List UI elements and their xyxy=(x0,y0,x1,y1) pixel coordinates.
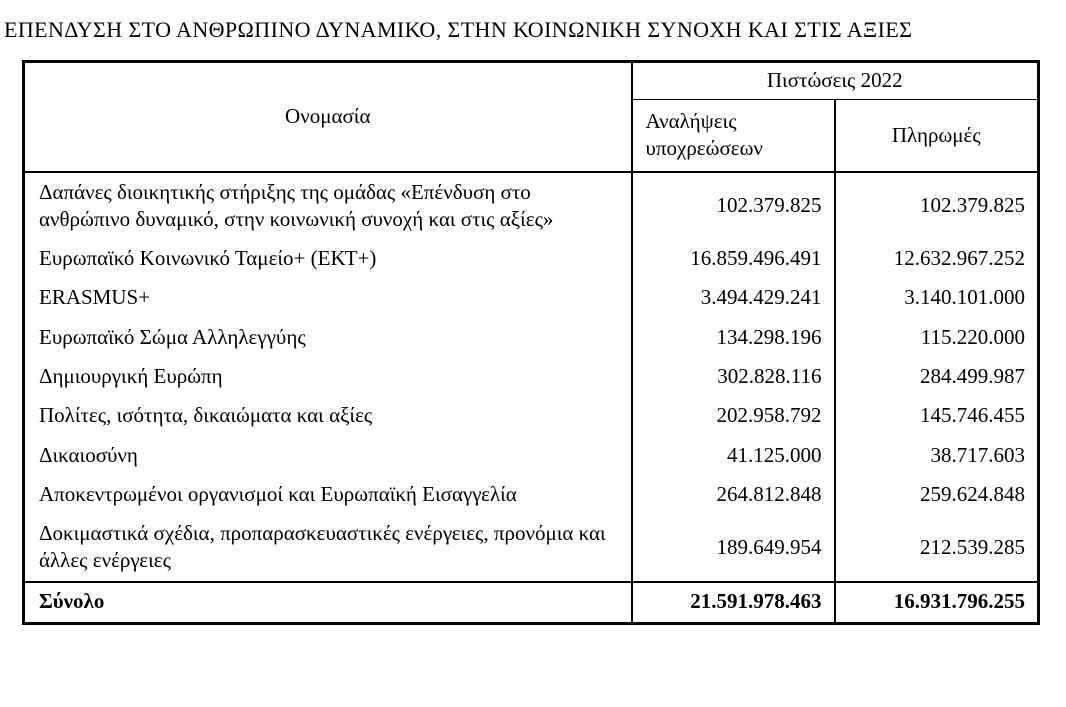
table-row: Αποκεντρωμένοι οργανισμοί και Ευρωπαϊκή … xyxy=(24,474,1039,515)
table-row: Ευρωπαϊκό Κοινωνικό Ταμείο+ (ΕΚΤ+) 16.85… xyxy=(24,239,1039,279)
table-row: ERASMUS+ 3.494.429.241 3.140.101.000 xyxy=(24,278,1039,318)
table-header: Ονομασία Πιστώσεις 2022 Αναλήψεις υποχρε… xyxy=(23,61,1039,173)
table-row: Πολίτες, ισότητα, δικαιώματα και αξίες 2… xyxy=(24,396,1039,436)
row-payments: 12.632.967.252 xyxy=(833,239,1039,279)
row-name: Δαπάνες διοικητικής στήριξης της ομάδας … xyxy=(39,179,554,231)
row-payments: 284.499.987 xyxy=(833,356,1039,397)
row-payments: 259.624.848 xyxy=(833,474,1039,515)
row-name: Δικαιοσύνη xyxy=(39,442,138,467)
row-commitments: 302.828.116 xyxy=(630,356,835,397)
row-payments: 38.717.603 xyxy=(833,435,1039,475)
row-name: Πολίτες, ισότητα, δικαιώματα και αξίες xyxy=(39,403,373,428)
row-name: Δημιουργική Ευρώπη xyxy=(39,363,223,388)
row-payments: 3.140.101.000 xyxy=(833,278,1039,318)
row-name: Αποκεντρωμένοι οργανισμοί και Ευρωπαϊκή … xyxy=(39,481,517,506)
row-name: Δοκιμαστικά σχέδια, προπαρασκευαστικές ε… xyxy=(39,521,606,573)
total-label: Σύνολο xyxy=(23,580,632,624)
header-row-sub: Αναλήψεις υποχρεώσεων Πληρωμές xyxy=(24,99,1039,173)
row-commitments: 134.298.196 xyxy=(630,317,835,357)
column-header-commitments: Αναλήψεις υποχρεώσεων xyxy=(630,99,835,173)
table-footer: Σύνολο 21.591.978.463 16.931.796.255 xyxy=(23,580,1039,624)
row-commitments: 202.958.792 xyxy=(630,396,835,436)
column-header-name: Ονομασία xyxy=(23,61,632,173)
row-commitments: 264.812.848 xyxy=(630,474,835,515)
row-commitments: 189.649.954 xyxy=(630,514,835,582)
table-row: Δαπάνες διοικητικής στήριξης της ομάδας … xyxy=(24,171,1039,240)
row-name: Ευρωπαϊκό Κοινωνικό Ταμείο+ (ΕΚΤ+) xyxy=(39,246,377,271)
budget-table: Ονομασία Πιστώσεις 2022 Αναλήψεις υποχρε… xyxy=(22,60,1041,626)
table-body: Δαπάνες διοικητικής στήριξης της ομάδας … xyxy=(24,171,1039,582)
page-title: ΕΠΕΝΔΥΣΗ ΣΤΟ ΑΝΘΡΩΠΙΝΟ ΔΥΝΑΜΙΚΟ, ΣΤΗΝ ΚΟ… xyxy=(4,17,913,42)
row-name: Ευρωπαϊκό Σώμα Αλληλεγγύης xyxy=(39,324,306,349)
table-row: Δημιουργική Ευρώπη 302.828.116 284.499.9… xyxy=(24,356,1039,397)
row-commitments: 16.859.496.491 xyxy=(630,239,835,279)
row-commitments: 3.494.429.241 xyxy=(630,278,835,318)
row-payments: 212.539.285 xyxy=(833,514,1039,582)
column-header-credits-2022: Πιστώσεις 2022 xyxy=(630,61,1039,100)
total-commitments: 21.591.978.463 xyxy=(630,580,835,624)
table-row: Δικαιοσύνη 41.125.000 38.717.603 xyxy=(24,435,1039,475)
total-payments: 16.931.796.255 xyxy=(833,580,1039,624)
row-commitments: 41.125.000 xyxy=(630,435,835,475)
row-name: ERASMUS+ xyxy=(39,285,151,310)
table-row: Δοκιμαστικά σχέδια, προπαρασκευαστικές ε… xyxy=(24,514,1039,582)
header-row-group: Ονομασία Πιστώσεις 2022 xyxy=(23,61,1039,173)
table-row: Ευρωπαϊκό Σώμα Αλληλεγγύης 134.298.196 1… xyxy=(24,317,1039,357)
row-payments: 102.379.825 xyxy=(833,171,1039,240)
row-payments: 115.220.000 xyxy=(833,317,1039,357)
row-payments: 145.746.455 xyxy=(833,396,1039,436)
total-row: Σύνολο 21.591.978.463 16.931.796.255 xyxy=(23,580,1039,624)
row-commitments: 102.379.825 xyxy=(630,171,835,240)
column-header-payments: Πληρωμές xyxy=(833,99,1039,173)
